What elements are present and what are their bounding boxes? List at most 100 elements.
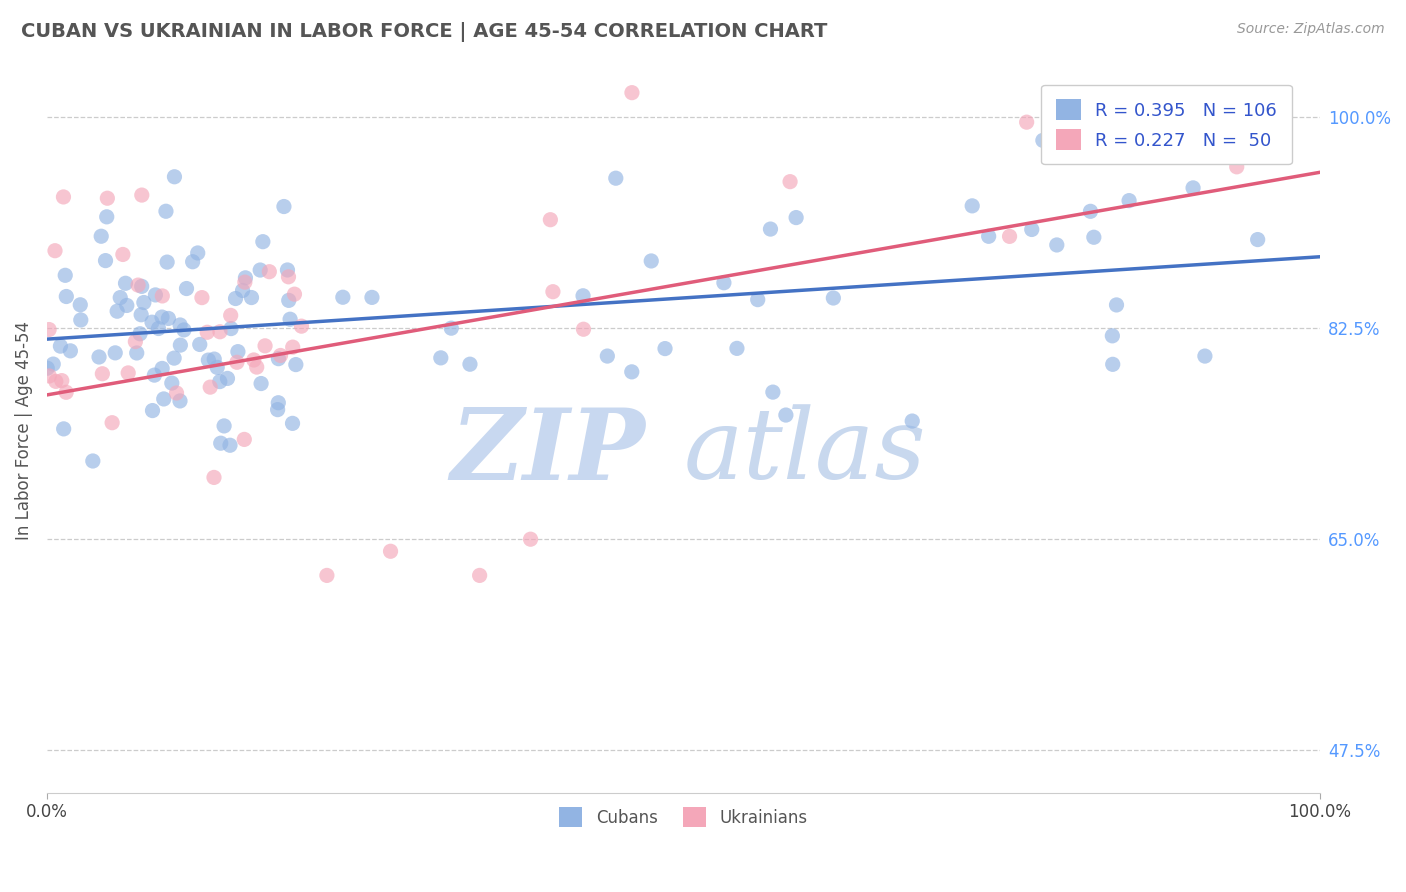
Point [252, 858, 274, 872]
Point [82, 454, 104, 468]
Point [155, 204, 177, 219]
Point [51, 374, 73, 388]
Point [1101, 357, 1123, 371]
Point [45, 375, 67, 389]
Point [200, 380, 222, 394]
Point [124, 334, 146, 349]
Point [94, 253, 117, 268]
Point [110, 291, 132, 305]
Point [166, 386, 188, 401]
Point [361, 290, 384, 304]
Point [458, 357, 481, 371]
Point [225, 292, 247, 306]
Point [131, 188, 153, 202]
Point [960, 199, 983, 213]
Point [252, 235, 274, 249]
Point [131, 279, 153, 293]
Point [519, 532, 541, 546]
Text: atlas: atlas [683, 405, 927, 500]
Point [212, 418, 235, 433]
Point [620, 365, 643, 379]
Point [1105, 298, 1128, 312]
Point [1046, 238, 1069, 252]
Point [44, 244, 66, 258]
Point [762, 385, 785, 400]
Point [163, 351, 186, 365]
Point [55, 385, 77, 400]
Point [233, 433, 256, 447]
Point [101, 416, 124, 430]
Text: CUBAN VS UKRAINIAN IN LABOR FORCE | AGE 45-54 CORRELATION CHART: CUBAN VS UKRAINIAN IN LABOR FORCE | AGE … [21, 22, 828, 42]
Point [759, 222, 782, 236]
Point [105, 304, 128, 318]
Point [270, 349, 292, 363]
Point [725, 342, 748, 356]
Point [1263, 86, 1285, 100]
Point [129, 326, 152, 341]
Point [173, 323, 195, 337]
Point [250, 376, 273, 391]
Point [125, 346, 148, 360]
Point [55, 289, 77, 303]
Point [150, 289, 173, 303]
Point [69, 313, 91, 327]
Point [779, 175, 801, 189]
Point [640, 254, 662, 268]
Point [163, 169, 186, 184]
Point [273, 200, 295, 214]
Point [620, 86, 643, 100]
Point [114, 277, 136, 291]
Point [96, 210, 118, 224]
Point [52, 190, 75, 204]
Point [87, 350, 110, 364]
Point [747, 293, 769, 307]
Point [205, 360, 228, 375]
Point [775, 408, 797, 422]
Point [596, 349, 619, 363]
Point [202, 352, 225, 367]
Point [156, 255, 179, 269]
Point [284, 358, 307, 372]
Point [605, 171, 627, 186]
Point [266, 402, 288, 417]
Point [998, 229, 1021, 244]
Point [187, 246, 209, 260]
Point [219, 438, 242, 452]
Point [90, 229, 112, 244]
Point [267, 396, 290, 410]
Point [440, 321, 463, 335]
Point [278, 312, 301, 326]
Point [49, 339, 72, 353]
Point [176, 281, 198, 295]
Point [1032, 133, 1054, 147]
Point [1247, 233, 1270, 247]
Point [115, 298, 138, 312]
Point [977, 229, 1000, 244]
Point [208, 375, 231, 389]
Point [233, 275, 256, 289]
Point [59, 343, 82, 358]
Point [1226, 160, 1249, 174]
Point [117, 366, 139, 380]
Point [240, 291, 263, 305]
Point [191, 291, 214, 305]
Point [150, 361, 173, 376]
Point [283, 287, 305, 301]
Point [572, 322, 595, 336]
Point [430, 351, 453, 365]
Point [214, 882, 236, 892]
Point [111, 247, 134, 261]
Point [785, 211, 807, 225]
Point [219, 309, 242, 323]
Point [197, 353, 219, 368]
Point [169, 318, 191, 332]
Point [217, 371, 239, 385]
Text: Source: ZipAtlas.com: Source: ZipAtlas.com [1237, 22, 1385, 37]
Point [254, 339, 277, 353]
Point [901, 414, 924, 428]
Point [37, 361, 59, 376]
Point [52, 422, 75, 436]
Point [267, 351, 290, 366]
Point [160, 376, 183, 390]
Point [219, 321, 242, 335]
